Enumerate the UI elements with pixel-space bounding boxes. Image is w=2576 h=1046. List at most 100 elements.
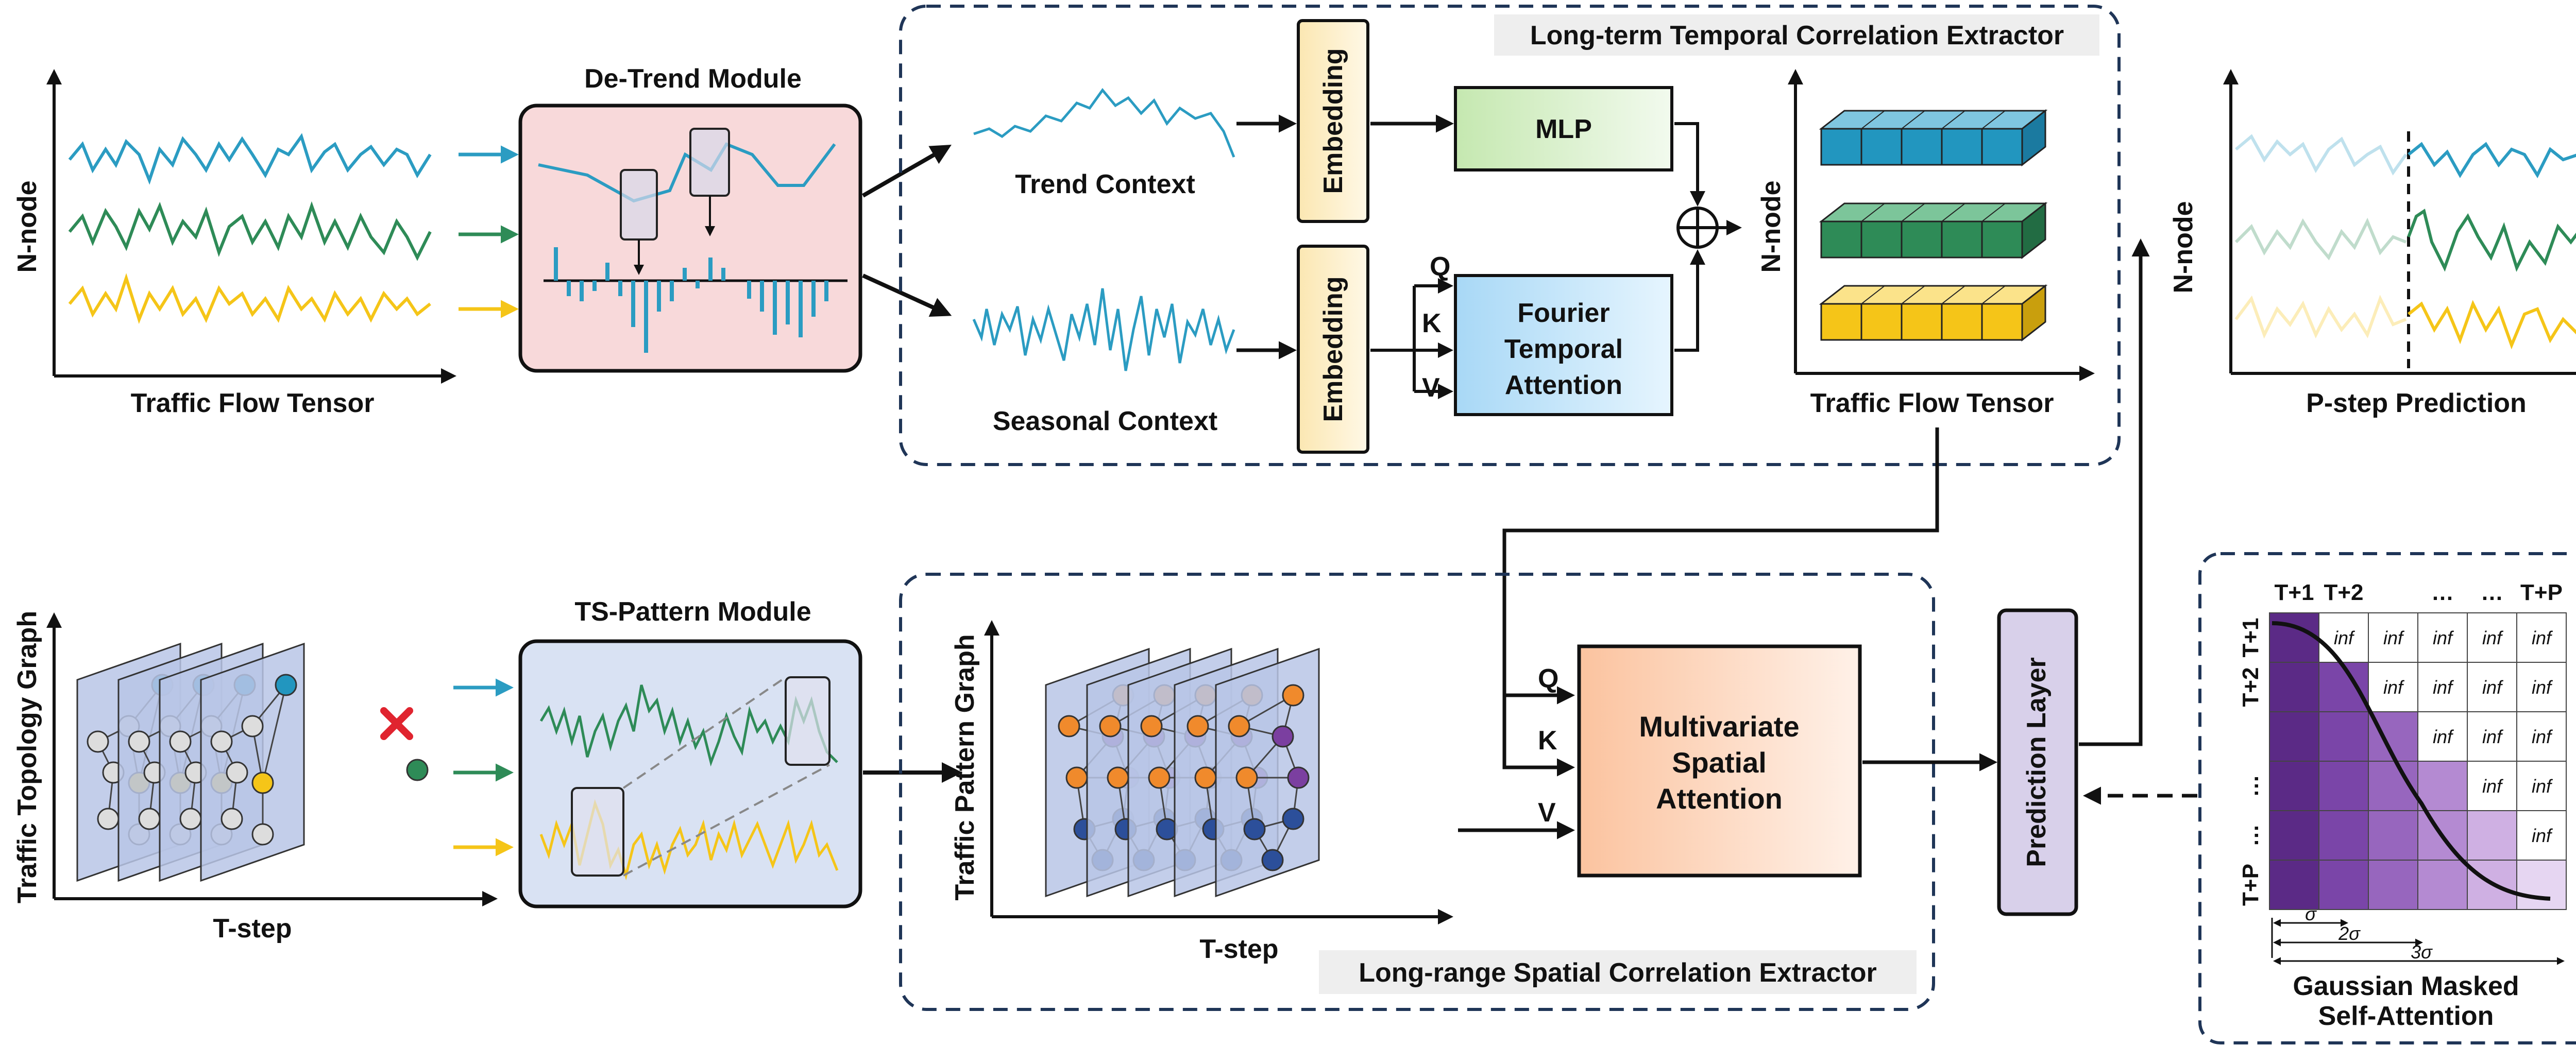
svg-text:inf: inf xyxy=(2532,726,2553,747)
gauss-cell xyxy=(2269,810,2319,861)
svg-text:inf: inf xyxy=(2532,825,2553,846)
topology-x-label: T-step xyxy=(213,914,292,944)
green-series-line xyxy=(68,201,432,261)
topology-y-label: Traffic Topology Graph xyxy=(12,611,42,903)
embedding-top xyxy=(1297,19,1369,223)
detrend-residual-bars xyxy=(554,247,828,353)
fourier-line1: Fourier xyxy=(1517,298,1609,328)
prediction-x-label: P-step Prediction xyxy=(2306,388,2527,418)
gauss-row-header: … xyxy=(2238,775,2263,797)
gaussian-attention-panel: T+1 T+2 … … T+P T+1 T+2 … … T+P inf inf inf inf inf inf… xyxy=(2198,552,2576,1044)
gauss-cell xyxy=(2417,761,2468,811)
gaussian-title-1: Gaussian Masked xyxy=(2293,971,2519,1001)
msa-line2: Spatial xyxy=(1672,746,1767,779)
spatial-q-label: Q xyxy=(1538,664,1558,694)
spatial-title: Long-range Spatial Correlation Extractor xyxy=(1359,958,1877,988)
gauss-cell: inf xyxy=(2516,761,2567,811)
gauss-cell xyxy=(2516,860,2567,910)
pattern-y-label: Traffic Pattern Graph xyxy=(950,634,980,900)
temporal-q-label: Q xyxy=(1430,252,1450,282)
input-x-label: Traffic Flow Tensor xyxy=(131,388,375,418)
svg-text:inf: inf xyxy=(2532,776,2553,797)
svg-text:inf: inf xyxy=(2532,627,2553,648)
gauss-cell: inf xyxy=(2467,761,2517,811)
pattern-x-label: T-step xyxy=(1199,934,1278,964)
tensor-y-label: N-node xyxy=(1756,180,1786,272)
gauss-cell: inf xyxy=(2417,612,2468,663)
removed-edge-cross-icon xyxy=(380,707,413,740)
svg-text:inf: inf xyxy=(2433,627,2454,648)
detrend-title: De-Trend Module xyxy=(584,64,802,94)
detrend-module: De-Trend Module xyxy=(518,64,862,373)
sigma-3: 3σ xyxy=(2411,941,2433,963)
gauss-cell: inf xyxy=(2516,662,2567,712)
gauss-cell xyxy=(2269,662,2319,712)
gauss-row-header: T+2 xyxy=(2238,667,2263,707)
tspattern-module: TS-Pattern Module xyxy=(518,597,862,908)
pred-blue-line xyxy=(2408,142,2576,179)
gauss-cell xyxy=(2368,810,2418,861)
mlp-block xyxy=(1454,86,1673,172)
blue-series-line xyxy=(68,133,432,185)
sigma-1: σ xyxy=(2305,903,2317,924)
spatial-k-label: K xyxy=(1538,726,1557,756)
svg-text:inf: inf xyxy=(2482,627,2504,648)
spatial-v-label: V xyxy=(1538,798,1556,828)
input-flow-chart: N-node Traffic Flow Tensor xyxy=(12,69,456,418)
tensor-x-label: Traffic Flow Tensor xyxy=(1810,388,2054,418)
gauss-cell: inf xyxy=(2516,711,2567,762)
msa-block xyxy=(1577,644,1862,878)
svg-text:inf: inf xyxy=(2482,776,2504,797)
spatial-extractor: Long-range Spatial Correlation Extractor… xyxy=(899,573,1935,1011)
topology-slice xyxy=(200,642,305,882)
msa-line3: Attention xyxy=(1656,782,1783,815)
gauss-cell xyxy=(2269,612,2319,663)
gauss-cell xyxy=(2269,711,2319,762)
svg-text:inf: inf xyxy=(2433,677,2454,698)
gauss-cell xyxy=(2318,761,2369,811)
gauss-col-header: … xyxy=(2431,580,2454,605)
gauss-cell: inf xyxy=(2368,662,2418,712)
gauss-cell: inf xyxy=(2417,711,2468,762)
gauss-cell: inf xyxy=(2467,612,2517,663)
sigma-2: 2σ xyxy=(2338,923,2361,944)
pred-green-line xyxy=(2407,209,2576,272)
svg-text:inf: inf xyxy=(2532,677,2553,698)
temporal-title: Long-term Temporal Correlation Extractor xyxy=(1530,21,2064,50)
trend-context-line xyxy=(973,88,1235,158)
gauss-cell: inf xyxy=(2467,711,2517,762)
prediction-chart: N-node P-step Prediction xyxy=(2168,69,2576,418)
prediction-layer-label: Prediction Layer xyxy=(2022,657,2052,867)
gauss-col-header: T+1 xyxy=(2274,580,2314,605)
trend-context-label: Trend Context xyxy=(1015,169,1195,199)
gauss-cell: inf xyxy=(2467,662,2517,712)
pred-yellow-line xyxy=(2408,300,2576,350)
svg-text:inf: inf xyxy=(2383,677,2405,698)
gauss-cell xyxy=(2417,860,2468,910)
gaussian-title-2: Self-Attention xyxy=(2318,1001,2494,1031)
gauss-row-header: … xyxy=(2238,824,2263,847)
gauss-cell xyxy=(2318,860,2369,910)
fourier-attention-block xyxy=(1454,274,1673,416)
gauss-row-header: T+P xyxy=(2238,864,2263,906)
temporal-v-label: V xyxy=(1422,373,1440,403)
tensor-layer xyxy=(1819,201,2048,260)
topology-graph-chart: Traffic Topology Graph T-step xyxy=(12,611,498,944)
fourier-line3: Attention xyxy=(1505,370,1622,400)
sum-icon xyxy=(1676,207,1719,249)
gauss-cell: inf xyxy=(2516,810,2567,861)
embedding-bottom xyxy=(1297,245,1369,454)
yellow-series-line xyxy=(68,273,431,324)
embedding-top-label: Embedding xyxy=(1318,48,1348,194)
svg-text:inf: inf xyxy=(2383,627,2405,648)
gauss-cell: inf xyxy=(2368,612,2418,663)
gauss-cell: inf xyxy=(2516,612,2567,663)
gauss-cell: inf xyxy=(2417,662,2468,712)
green-node xyxy=(406,759,429,781)
gauss-cell xyxy=(2318,711,2369,762)
to-trend-arrow xyxy=(862,145,952,198)
input-y-label: N-node xyxy=(12,180,42,272)
fourier-line2: Temporal xyxy=(1504,334,1623,364)
gauss-cell xyxy=(2368,860,2418,910)
